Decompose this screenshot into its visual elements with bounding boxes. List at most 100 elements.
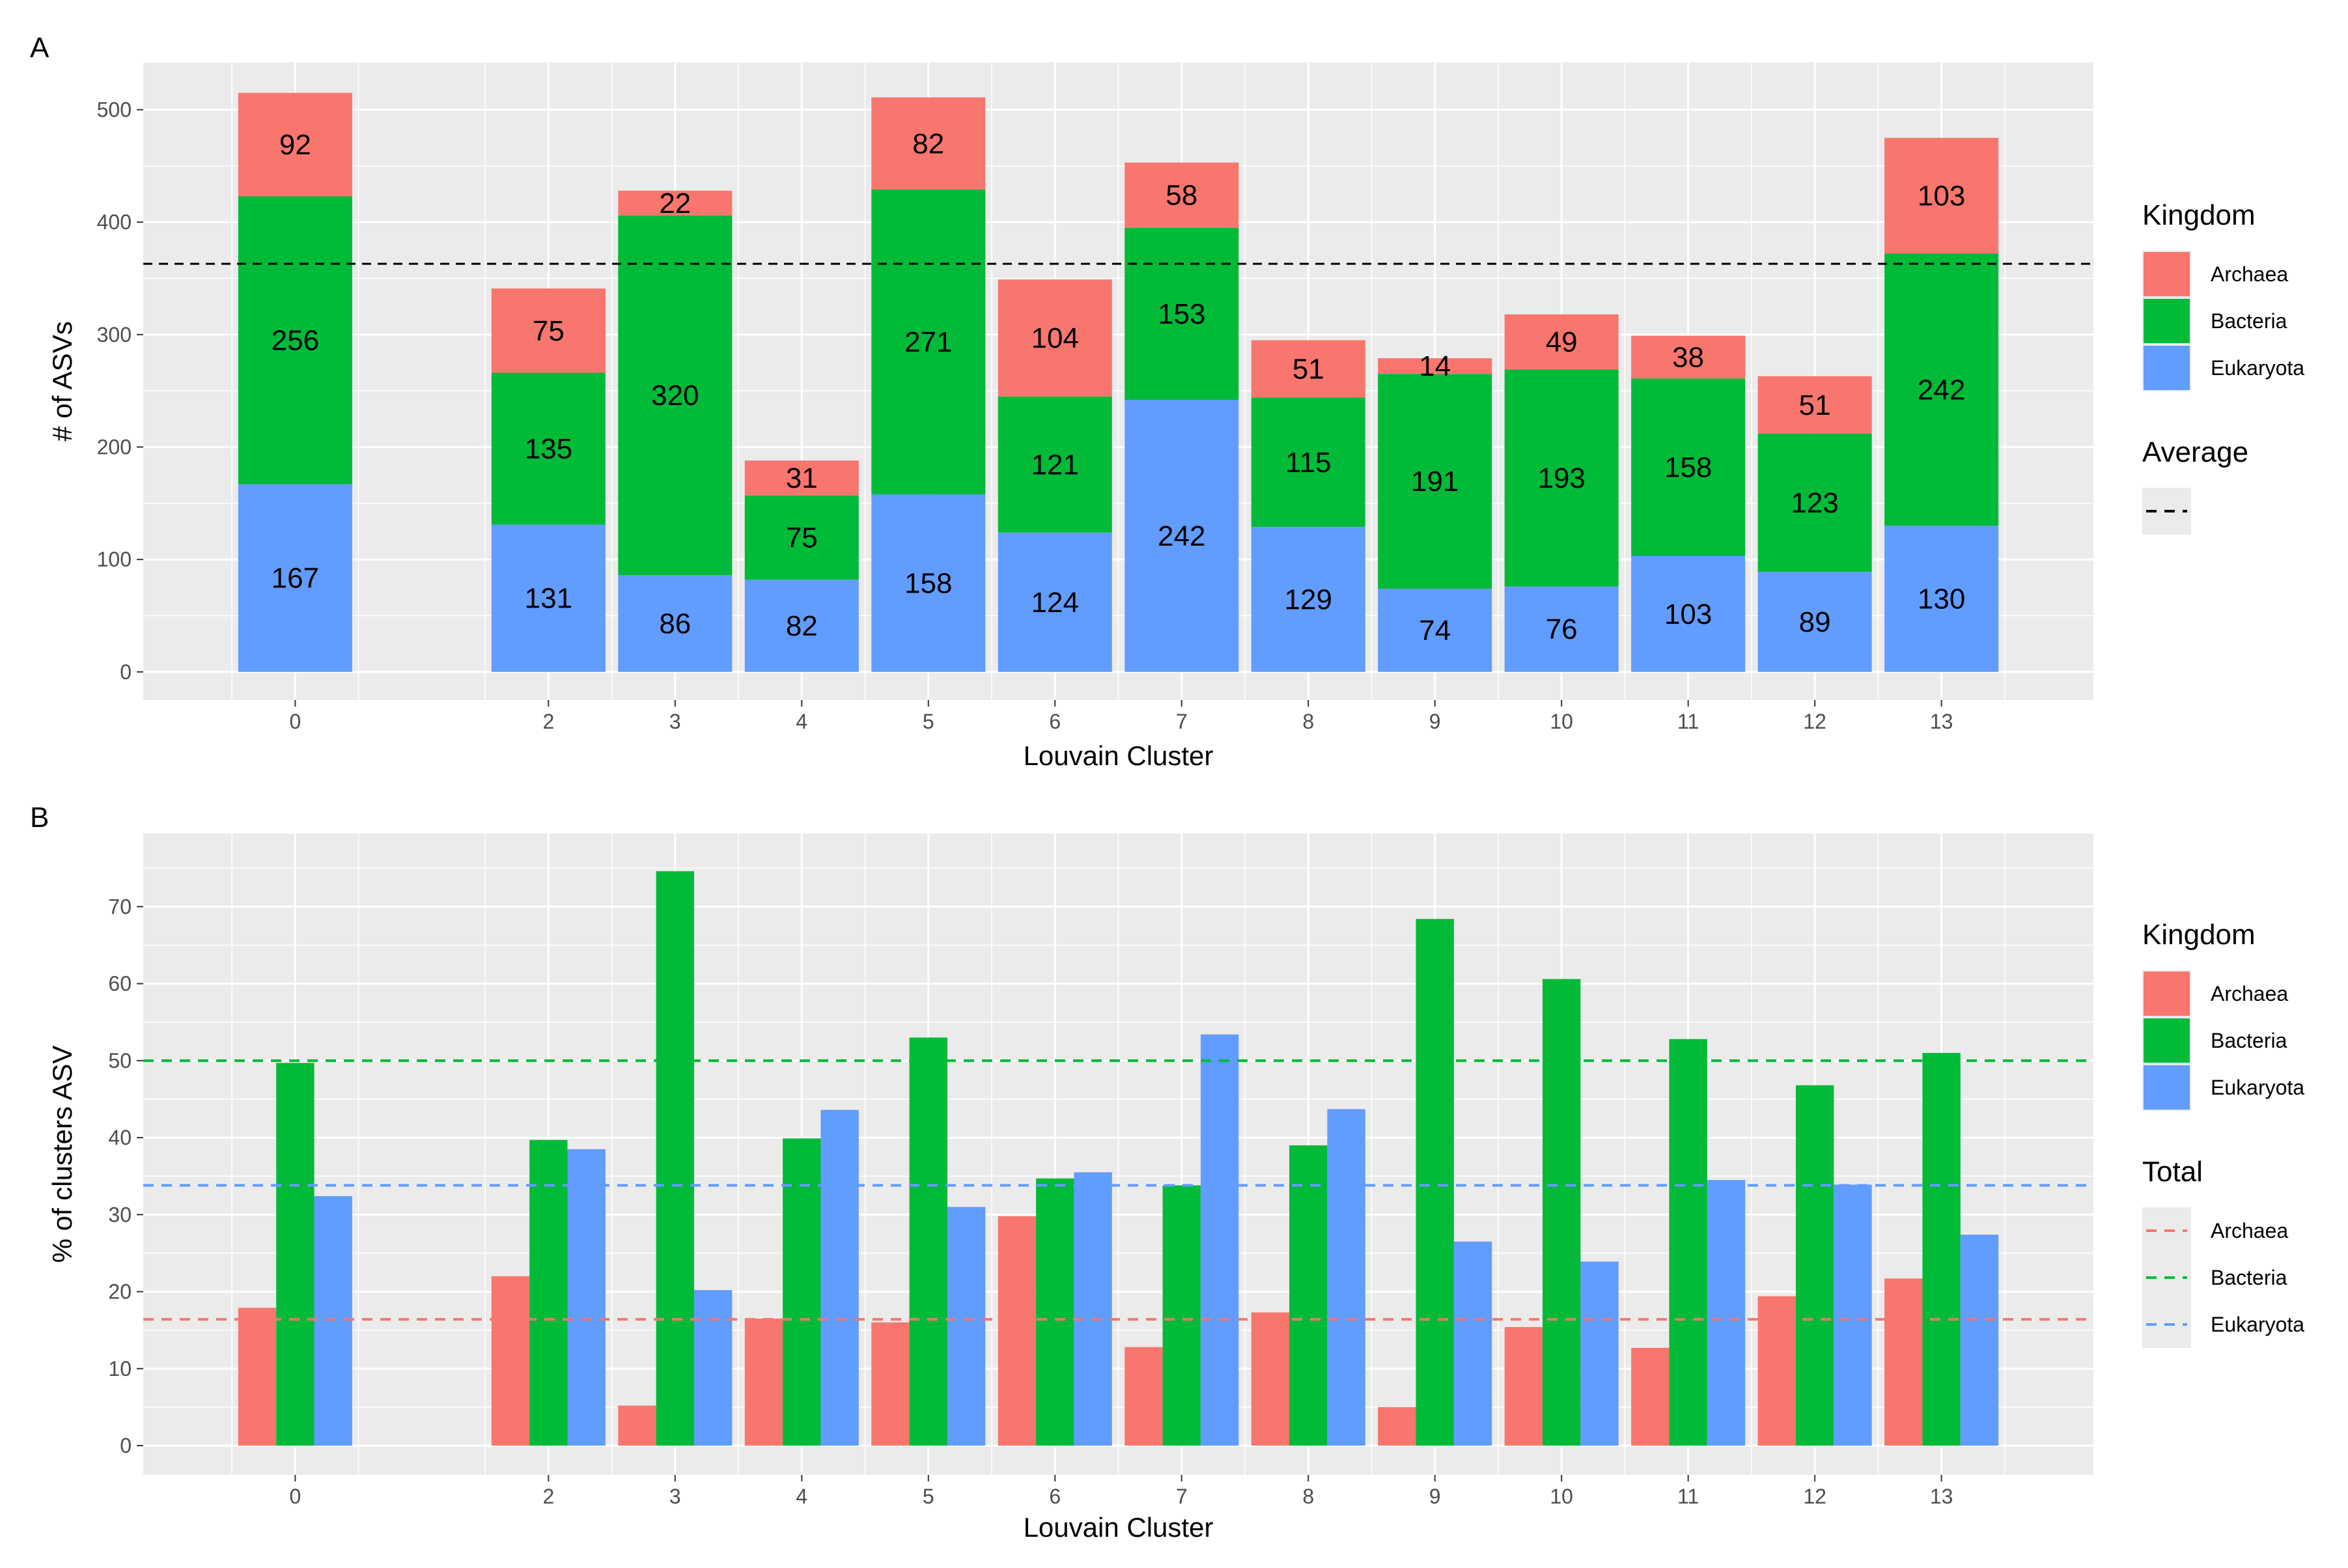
panel-a-bar-label-archaea: 104 <box>1031 322 1079 354</box>
panel-b-bar-archaea <box>871 1322 910 1446</box>
panel-b-x-tick-label: 9 <box>1429 1485 1441 1508</box>
panel-a-x-tick-label: 9 <box>1429 710 1441 733</box>
panel-a-bar-label-bacteria: 191 <box>1411 466 1459 497</box>
panel-b-x-tick-label: 12 <box>1803 1485 1826 1508</box>
panel-b-bar-eukaryota <box>314 1196 352 1446</box>
panel-a-y-axis-title: # of ASVs <box>47 321 77 441</box>
panel-b-y-tick-label: 30 <box>108 1203 132 1226</box>
panel-a-bar-eukaryota <box>1757 572 1872 672</box>
panel-a-bar-archaea <box>1884 137 1999 254</box>
panel-a-bar-archaea <box>998 279 1112 397</box>
panel-b-legend-line-label-archaea: Archaea <box>2211 1219 2288 1242</box>
panel-a-bar-eukaryota <box>1378 589 1492 672</box>
panel-a-bar-bacteria <box>1378 374 1492 589</box>
panel-a-bar-label-bacteria: 135 <box>525 433 572 465</box>
panel-a-x-tick-label: 7 <box>1176 710 1188 733</box>
panel-b-bar-eukaryota <box>1834 1184 1872 1446</box>
panel-a-x-tick-label: 2 <box>542 710 554 733</box>
panel-b-x-tick-label: 8 <box>1302 1485 1314 1508</box>
panel-b-x-tick-label: 0 <box>289 1485 301 1508</box>
panel-a-bar-archaea <box>1631 335 1746 379</box>
panel-b-bar-archaea <box>998 1216 1037 1446</box>
panel-a-x-tick-label: 4 <box>796 710 807 733</box>
panel-a-bar-bacteria <box>238 196 352 484</box>
panel-a-legend: Kingdom Archaea Bacteria Eukaryota Average <box>2142 199 2304 535</box>
panel-a-x-tick-label: 10 <box>1550 710 1573 733</box>
panel-a-bar-label-eukaryota: 130 <box>1918 583 1965 615</box>
panel-a-bar-bacteria <box>618 215 733 576</box>
panel-b-legend-swatch-bacteria <box>2144 1018 2190 1063</box>
panel-b-bar-archaea <box>1378 1407 1416 1446</box>
panel-a-y-tick-label: 0 <box>120 660 132 684</box>
panel-a-bar-label-eukaryota: 74 <box>1419 615 1451 647</box>
panel-b-y-tick-label: 60 <box>108 972 132 996</box>
panel-b-legend-swatch-archaea <box>2144 972 2190 1016</box>
panel-a-bar-label-bacteria: 242 <box>1918 374 1965 406</box>
panel-b-bar-bacteria <box>783 1138 821 1446</box>
panel-a-y-tick-label: 500 <box>97 98 132 122</box>
panel-a-bar-label-eukaryota: 76 <box>1546 613 1578 645</box>
panel-b-x-tick-label: 2 <box>542 1485 554 1508</box>
panel-a-bar-archaea <box>618 190 733 216</box>
panel-a-bar-bacteria <box>1631 378 1746 556</box>
panel-a-bar-label-eukaryota: 124 <box>1031 587 1079 619</box>
panel-b-y-axis-title: % of clusters ASV <box>47 1046 77 1263</box>
panel-a-bar-archaea <box>871 97 986 190</box>
panel-a-bar-eukaryota <box>1251 527 1365 672</box>
panel-b-bar-bacteria <box>1669 1039 1707 1446</box>
panel-b-bar-eukaryota <box>693 1290 733 1446</box>
panel-b-bar-archaea <box>1884 1278 1923 1446</box>
panel-a-bar-label-eukaryota: 242 <box>1158 520 1205 552</box>
panel-a-bar-eukaryota <box>1125 399 1239 672</box>
panel-a-bar-bacteria <box>1504 369 1619 587</box>
panel-b-bar-bacteria <box>1416 919 1454 1446</box>
panel-b-x-tick-label: 10 <box>1550 1485 1573 1508</box>
panel-b-legend-fill-title: Kingdom <box>2142 919 2256 951</box>
panel-a-bar-label-archaea: 31 <box>786 462 818 494</box>
panel-b-legend-line-title: Total <box>2142 1156 2203 1188</box>
panel-a-bar-bacteria <box>871 189 986 495</box>
panel-a-x-tick-label: 8 <box>1302 710 1314 733</box>
panel-a-bar-archaea <box>1378 358 1492 374</box>
panel-a-bar-archaea <box>491 288 606 373</box>
panel-a-bar-label-archaea: 22 <box>659 188 691 219</box>
panel-a-bar-eukaryota <box>238 484 352 672</box>
panel-a-x-tick-label: 6 <box>1049 710 1061 733</box>
panel-a-bar-archaea <box>744 460 859 496</box>
panel-a-bar-label-eukaryota: 167 <box>272 563 319 595</box>
panel-a-bar-eukaryota <box>618 575 733 672</box>
panel-a-legend-swatch-archaea <box>2144 252 2190 296</box>
panel-b-y-tick-label: 50 <box>108 1049 132 1072</box>
panel-a-bar-bacteria <box>491 372 606 525</box>
panel-b-bar-archaea <box>744 1318 783 1446</box>
panel-a-y-tick-label: 100 <box>97 548 132 571</box>
panel-b-legend: Kingdom Archaea Bacteria Eukaryota Total Arch… <box>2142 919 2304 1348</box>
panel-b-y-tick-label: 10 <box>108 1357 132 1380</box>
panel-a-bar-label-archaea: 75 <box>533 315 565 347</box>
panel-b-bar-archaea <box>618 1405 656 1446</box>
panel-a-legend-swatch-bacteria <box>2144 299 2190 343</box>
panel-a-bar-label-bacteria: 320 <box>651 380 699 412</box>
panel-a-bar-label-archaea: 49 <box>1546 326 1578 358</box>
panel-a-bar-bacteria <box>1125 227 1239 400</box>
panel-a-bar-label-bacteria: 121 <box>1031 449 1079 481</box>
panel-b-y-tick-label: 40 <box>108 1126 132 1149</box>
panel-a-x-tick-label: 13 <box>1930 710 1953 733</box>
panel-b-bar-archaea <box>1251 1312 1290 1446</box>
panel-b-bar-bacteria <box>529 1140 568 1446</box>
panel-b-bar-eukaryota <box>820 1110 859 1446</box>
panel-b-bar-bacteria <box>1922 1053 1961 1446</box>
panel-a-bar-eukaryota <box>998 532 1112 672</box>
panel-a-bar-label-eukaryota: 158 <box>904 567 952 599</box>
panel-b-bar-bacteria <box>1162 1185 1201 1446</box>
panel-a-x-tick-label: 3 <box>669 710 681 733</box>
panel-a-bar-eukaryota <box>491 524 606 672</box>
panel-a-bar-bacteria <box>1884 253 1999 526</box>
panel-a-bar-label-eukaryota: 129 <box>1285 583 1332 615</box>
panel-b-bar-eukaryota <box>567 1149 606 1446</box>
panel-a-bar-label-eukaryota: 131 <box>525 583 572 615</box>
panel-a-bar-label-eukaryota: 86 <box>659 608 691 640</box>
panel-a-y-tick-label: 200 <box>97 436 132 459</box>
panel-a-legend-label-eukaryota: Eukaryota <box>2211 356 2304 380</box>
